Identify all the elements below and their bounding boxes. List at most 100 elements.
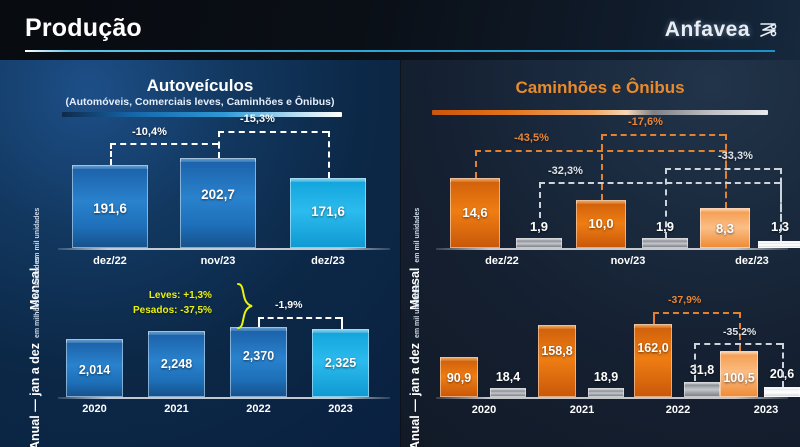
category-label: 2022 [246, 403, 271, 415]
variation-label: -17,6% [628, 116, 663, 128]
slide-header: Produção Anfavea [0, 0, 800, 60]
chart-autoveiculos-anual: 2,014 2,248 2,370 2,325 2020 2021 2022 2… [48, 283, 396, 425]
variation-label: -10,4% [132, 126, 167, 138]
bar-cap [66, 339, 123, 344]
bar-cap [642, 238, 688, 241]
axis-baseline [436, 397, 788, 399]
bar-cap [516, 238, 562, 241]
bar-value: 100,5 [723, 371, 755, 385]
bar-value: 14,6 [462, 205, 488, 220]
table-row: 100,5 [720, 351, 758, 397]
table-row: 10,0 [576, 200, 626, 248]
bar-cap [148, 331, 205, 336]
bar-value: 18,4 [495, 370, 521, 384]
bar-face [588, 391, 624, 397]
segment-note: Leves: +1,3% Pesados: -37,5% [133, 289, 212, 318]
bar-cap [576, 200, 626, 205]
axis-units: em mil unidades [34, 207, 41, 263]
axis-units: em mil unidades [414, 283, 421, 339]
bar-value: 1,3 [770, 219, 790, 234]
category-label: dez/23 [735, 255, 769, 267]
chart-caminhoes-anual: 90,9 18,4 158,8 18,9 162 [428, 285, 800, 425]
logo-wordmark: Anfavea [664, 18, 750, 41]
variation-label: -15,3% [240, 113, 275, 125]
table-row: 18,9 [588, 370, 624, 397]
bar-face [66, 343, 123, 397]
variation-label: -32,3% [548, 165, 583, 177]
axis-baseline [436, 248, 788, 250]
bar-face [764, 390, 800, 397]
bar-cap [290, 178, 366, 183]
table-row: 2,325 [312, 329, 369, 397]
bar-face [148, 335, 205, 397]
bar-face [180, 162, 256, 248]
bar-cap [700, 208, 750, 213]
bar-value: 2,014 [78, 363, 111, 377]
caminhoes-onibus-panel: Caminhões e Ônibus Mensal em mil unidade… [400, 60, 800, 447]
axis-baseline [58, 397, 390, 399]
bar-value: 20,6 [769, 367, 795, 381]
category-label: nov/23 [610, 255, 646, 267]
table-row: 1,9 [516, 219, 562, 248]
right-chart-title: Caminhões e Ônibus [515, 78, 685, 97]
segment-note-pesados: Pesados: -37,5% [133, 304, 212, 316]
chart-autoveiculos-mensal: 191,6 202,7 171,6 dez/22 nov/23 dez/23 [48, 113, 396, 267]
axis-baseline [58, 248, 390, 250]
variation-label: -1,9% [275, 299, 303, 311]
variation-label: -35,2% [723, 326, 757, 338]
bar-face [516, 241, 562, 248]
bar-face [490, 391, 526, 397]
segment-note-leves: Leves: +1,3% [148, 290, 212, 301]
category-label: dez/23 [311, 255, 345, 267]
chart-caminhoes-mensal: 14,6 1,9 10,0 1,9 8,3 [428, 116, 800, 267]
bar-value: 2,370 [242, 349, 275, 363]
table-row: 90,9 [440, 357, 478, 397]
category-label: 2020 [471, 404, 497, 416]
bar-value: 162,0 [637, 341, 669, 355]
panel-divider [400, 60, 401, 447]
category-label: 2021 [569, 404, 595, 416]
category-label: nov/23 [200, 255, 236, 267]
bar-value: 90,9 [446, 371, 472, 385]
table-row: 20,6 [764, 367, 800, 397]
bar-face [290, 182, 366, 248]
bar-cap [490, 388, 526, 391]
brace-icon [234, 283, 256, 334]
bar-face [720, 355, 758, 397]
category-label: dez/22 [485, 255, 519, 267]
bar-cap [440, 357, 478, 362]
bar-value: 202,7 [201, 187, 235, 202]
bar-cap [684, 382, 720, 385]
table-row: 31,8 [684, 363, 720, 397]
bar-face [634, 328, 672, 397]
bar-face [642, 241, 688, 248]
left-chart-subtitle: (Automóveis, Comerciais leves, Caminhões… [65, 96, 335, 108]
bar-cap [588, 388, 624, 391]
bar-face [538, 329, 576, 397]
bar-cap [758, 241, 800, 244]
bar-value: 2,325 [324, 356, 357, 370]
bar-face [684, 385, 720, 397]
table-row: 2,248 [148, 331, 205, 397]
bar-cap [230, 327, 287, 332]
category-label: 2023 [328, 403, 353, 415]
bar-value: 18,9 [593, 370, 619, 384]
table-row: 202,7 [180, 158, 256, 248]
bar-value: 1,9 [655, 219, 675, 234]
category-label: 2023 [753, 404, 779, 416]
category-label: 2022 [665, 404, 691, 416]
axis-title: Anual — jan a dez [408, 343, 422, 447]
axis-units: em mil unidades [414, 207, 421, 263]
right-accent-bar [432, 110, 768, 115]
bar-cap [538, 325, 576, 330]
bar-face [72, 169, 148, 248]
table-row: 158,8 [538, 325, 576, 397]
table-row: 1,3 [758, 219, 800, 248]
table-row: 1,9 [642, 219, 688, 248]
bar-value: 191,6 [93, 201, 127, 216]
table-row: 2,370 [230, 327, 287, 397]
bar-value: 2,248 [160, 357, 193, 371]
bar-face [450, 182, 500, 248]
bar-value: 8,3 [715, 221, 735, 236]
